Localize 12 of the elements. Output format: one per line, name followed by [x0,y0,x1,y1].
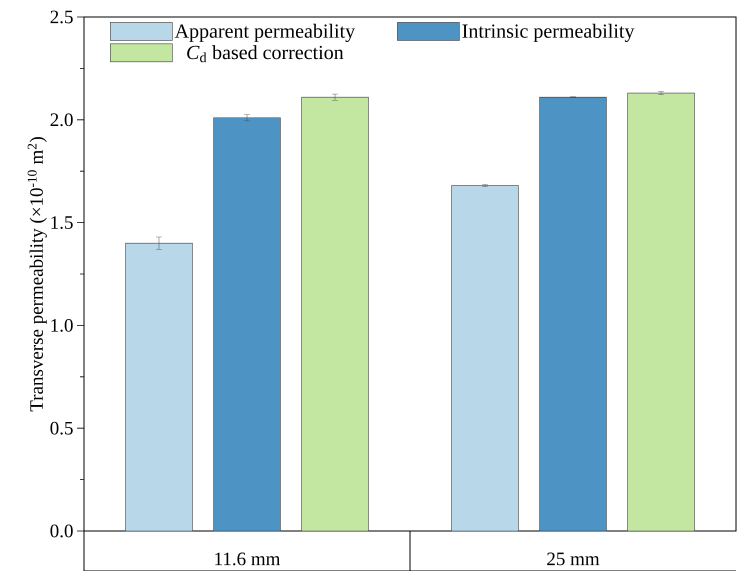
y-tick-label: 1.5 [51,216,73,229]
legend-label: Apparent permeability [174,24,356,42]
legend-label: Intrinsic permeability [462,24,634,42]
legend-label: C$_{d}$ based correction [187,45,344,62]
y-tick-label: 0.0 [50,524,73,538]
y-tick-label: 2.5 [50,10,73,24]
y-tick-label: 0.5 [50,422,73,435]
y-tick-label: 2.0 [50,113,73,126]
x-tick-label: 25 mm [547,552,600,566]
y-axis-title: Transverse permeability (×10$^{-10}$ m$^{2}$) [28,137,47,412]
x-tick-label: 11.6 mm [215,552,280,566]
y-tick-label: 1.0 [51,318,73,332]
